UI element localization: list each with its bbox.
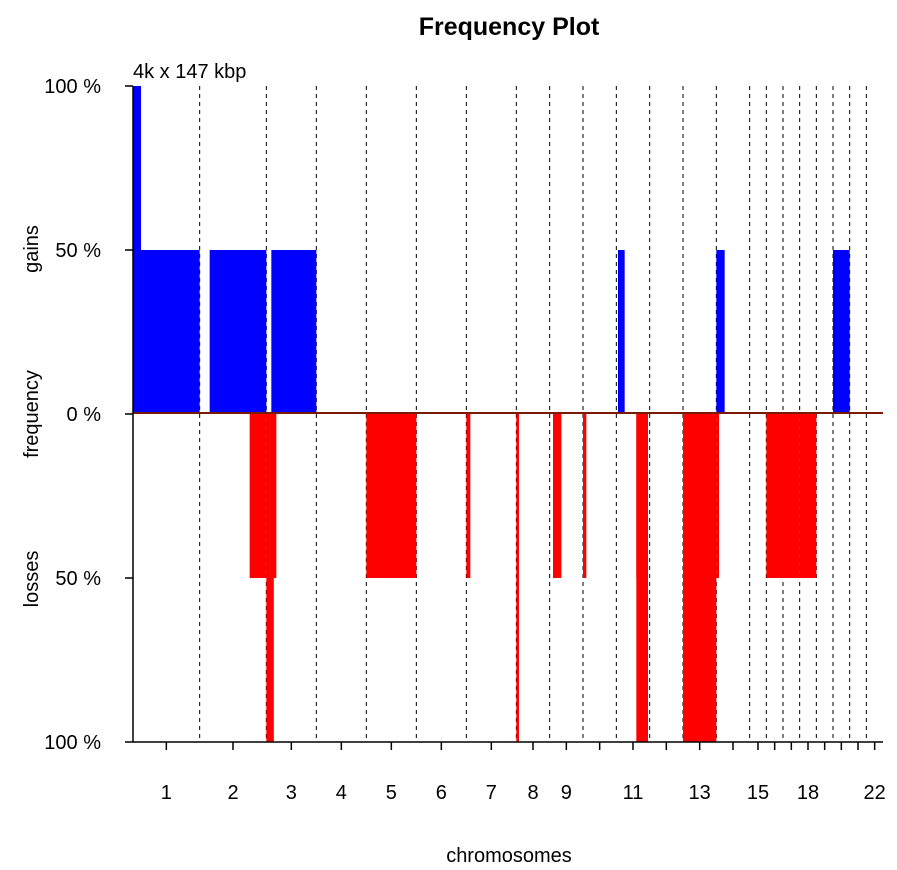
losses-bar-chr5 [366,414,416,578]
losses-bar-chr9 [553,414,561,578]
x-tick-label-chr22: 22 [864,782,886,804]
y-axis-label-gains: gains [21,225,43,273]
losses-bar-chr14 [716,414,719,578]
losses-bar-chr16 [766,414,783,578]
x-tick-label-chr4: 4 [336,782,347,804]
y-axis-ticks: 100 % 50 % 0 % 50 % 100 % [44,76,133,754]
gains-bar-chr1 [141,250,200,414]
y-tick-label: 50 % [55,568,101,590]
y-axis-label-losses: losses [21,551,43,608]
gains-bar-chr1 [210,250,267,414]
y-tick-label: 100 % [44,732,101,754]
losses-bar-chr8 [516,414,519,742]
y-tick-label: 0 % [67,404,102,426]
x-tick-label-chr1: 1 [161,782,172,804]
x-tick-label-chr3: 3 [286,782,297,804]
y-tick-label: 100 % [44,76,101,98]
gains-bar-chr14 [716,250,724,414]
chart-subtitle: 4k x 147 kbp [133,61,246,83]
gains-bar-chr11 [618,250,625,414]
x-tick-label-chr9: 9 [561,782,572,804]
x-axis-ticks: 1 2 3 4 5 6 7 8 9 11 13 15 18 22 [161,742,886,804]
losses-bar-chr2 [250,414,267,578]
x-tick-label-chr7: 7 [486,782,497,804]
x-tick-label-chr18: 18 [797,782,819,804]
losses-bar-chr3 [266,414,274,742]
losses-bar-chr11 [636,414,648,742]
y-axis-label: frequency [21,370,43,458]
x-tick-label-chr5: 5 [386,782,397,804]
losses-bar-chr17 [783,414,800,578]
y-tick-label: 50 % [55,240,101,262]
x-tick-label-chr15: 15 [747,782,769,804]
chart-title: Frequency Plot [419,13,600,41]
x-tick-label-chr11: 11 [623,782,644,804]
losses-bar-chr18 [800,414,817,578]
losses-bar-chr13 [683,414,716,742]
x-tick-label-chr2: 2 [227,782,238,804]
losses-bar-chr7 [466,414,470,578]
gains-bar-chr20 [833,250,850,414]
x-tick-label-chr13: 13 [689,782,711,804]
x-tick-label-chr8: 8 [527,782,538,804]
x-tick-label-chr6: 6 [436,782,447,804]
gains-bar-chr1 [133,86,141,414]
gains-bar-chr3 [271,250,316,414]
x-axis-label: chromosomes [446,845,572,867]
losses-bar-chr10 [583,414,586,578]
